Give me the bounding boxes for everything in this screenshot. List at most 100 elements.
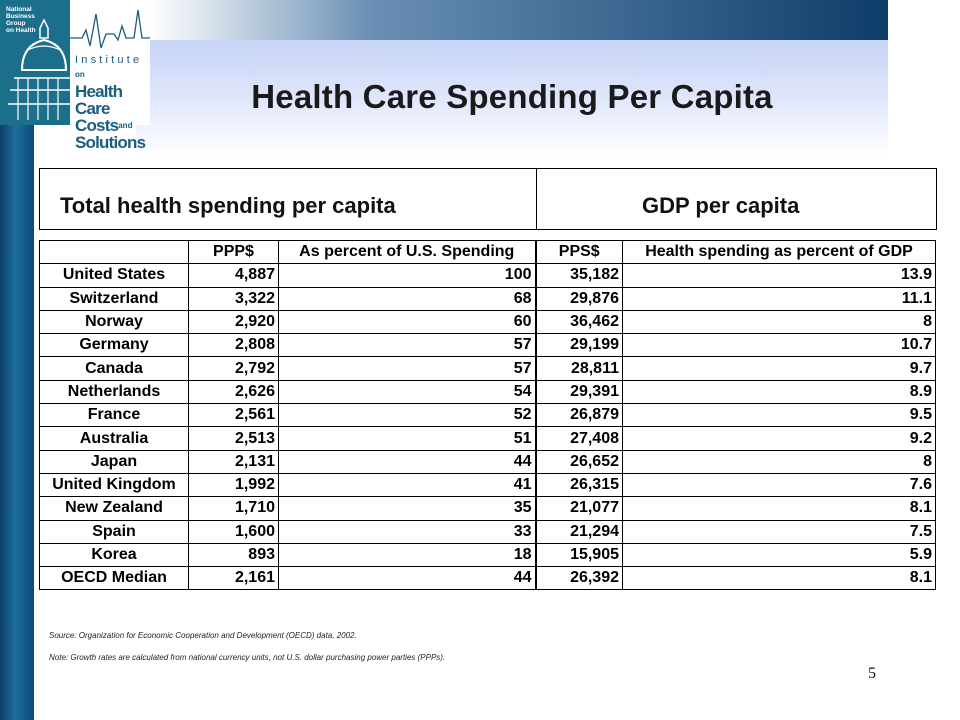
value-cell: 33 — [278, 519, 536, 544]
country-cell: France — [39, 403, 189, 428]
table-row: Norway 2,920 60 36,462 8 — [39, 309, 936, 335]
table-row: New Zealand 1,710 35 21,077 8.1 — [39, 496, 936, 521]
table-row: Germany 2,808 57 29,199 10.7 — [39, 333, 936, 358]
column-header: As percent of U.S. Spending — [278, 239, 536, 265]
health-spending-group-label: Total health spending per capita — [60, 193, 396, 218]
spending-table: PPP$ As percent of U.S. Spending PPS$ He… — [39, 239, 936, 591]
table-row: OECD Median 2,161 44 26,392 8.1 — [39, 566, 936, 591]
value-cell: 2,561 — [188, 403, 279, 428]
country-cell: Germany — [39, 333, 189, 358]
value-cell: 18 — [278, 542, 536, 568]
value-cell: 21,294 — [534, 519, 623, 544]
column-header: PPS$ — [534, 239, 623, 265]
value-cell: 2,161 — [188, 566, 279, 591]
table-row: Japan 2,131 44 26,652 8 — [39, 449, 936, 474]
value-cell: 1,710 — [188, 496, 279, 521]
value-cell: 2,131 — [188, 449, 279, 474]
value-cell: 26,315 — [534, 472, 623, 498]
country-cell: United Kingdom — [39, 472, 189, 498]
value-cell: 44 — [278, 449, 536, 474]
value-cell: 41 — [278, 472, 536, 498]
country-cell: Korea — [39, 542, 189, 568]
column-header — [39, 239, 189, 265]
table-header-row: PPP$ As percent of U.S. Spending PPS$ He… — [39, 239, 936, 265]
value-cell: 7.5 — [622, 519, 936, 544]
header-divider — [536, 169, 537, 229]
value-cell: 100 — [278, 263, 536, 288]
value-cell: 3,322 — [188, 286, 279, 311]
value-cell: 10.7 — [622, 333, 936, 358]
gdp-group-label: GDP per capita — [642, 193, 800, 218]
table-row: Korea 893 18 15,905 5.9 — [39, 542, 936, 568]
source-note: Source: Organization for Economic Cooper… — [49, 631, 357, 640]
header-gradient-band — [150, 0, 888, 40]
value-cell: 60 — [278, 309, 536, 335]
table-row: Canada 2,792 57 28,811 9.7 — [39, 356, 936, 381]
value-cell: 68 — [278, 286, 536, 311]
value-cell: 8 — [622, 449, 936, 474]
value-cell: 52 — [278, 403, 536, 428]
value-cell: 2,626 — [188, 379, 279, 405]
value-cell: 9.2 — [622, 426, 936, 451]
value-cell: 2,513 — [188, 426, 279, 451]
value-cell: 13.9 — [622, 263, 936, 288]
table-row: Switzerland 3,322 68 29,876 11.1 — [39, 286, 936, 311]
left-accent-bar — [0, 125, 34, 720]
capitol-seal-icon: National Business Group on Health — [0, 0, 70, 125]
value-cell: 29,391 — [534, 379, 623, 405]
country-cell: Canada — [39, 356, 189, 381]
value-cell: 4,887 — [188, 263, 279, 288]
value-cell: 15,905 — [534, 542, 623, 568]
value-cell: 7.6 — [622, 472, 936, 498]
country-cell: Switzerland — [39, 286, 189, 311]
value-cell: 8.1 — [622, 566, 936, 591]
value-cell: 26,652 — [534, 449, 623, 474]
value-cell: 44 — [278, 566, 536, 591]
column-header: PPP$ — [188, 239, 279, 265]
table-row: United Kingdom 1,992 41 26,315 7.6 — [39, 472, 936, 498]
table-row: Australia 2,513 51 27,408 9.2 — [39, 426, 936, 451]
country-cell: Japan — [39, 449, 189, 474]
slide-number: 5 — [868, 665, 876, 682]
column-header: Health spending as percent of GDP — [622, 239, 936, 265]
value-cell: 5.9 — [622, 542, 936, 568]
value-cell: 26,879 — [534, 403, 623, 428]
value-cell: 51 — [278, 426, 536, 451]
value-cell: 8.1 — [622, 496, 936, 521]
value-cell: 2,920 — [188, 309, 279, 335]
table-row: France 2,561 52 26,879 9.5 — [39, 403, 936, 428]
country-cell: Australia — [39, 426, 189, 451]
value-cell: 11.1 — [622, 286, 936, 311]
value-cell: 27,408 — [534, 426, 623, 451]
country-cell: New Zealand — [39, 496, 189, 521]
value-cell: 54 — [278, 379, 536, 405]
value-cell: 2,808 — [188, 333, 279, 358]
value-cell: 28,811 — [534, 356, 623, 381]
country-cell: Norway — [39, 309, 189, 335]
value-cell: 35 — [278, 496, 536, 521]
logo-text: Institute on Health Care Costsand Soluti… — [75, 54, 146, 152]
logo-org-name: National Business Group on Health — [6, 6, 36, 34]
table-row: United States 4,887 100 35,182 13.9 — [39, 263, 936, 288]
value-cell: 1,600 — [188, 519, 279, 544]
growth-note: Note: Growth rates are calculated from n… — [49, 653, 446, 662]
value-cell: 21,077 — [534, 496, 623, 521]
column-group-header: Total health spending per capita GDP per… — [39, 168, 937, 230]
page-title: Health Care Spending Per Capita — [251, 78, 773, 115]
title-band — [136, 40, 888, 155]
value-cell: 893 — [188, 542, 279, 568]
country-cell: Spain — [39, 519, 189, 544]
table-row: Netherlands 2,626 54 29,391 8.9 — [39, 379, 936, 405]
value-cell: 8.9 — [622, 379, 936, 405]
value-cell: 26,392 — [534, 566, 623, 591]
country-cell: Netherlands — [39, 379, 189, 405]
pulse-line-icon — [70, 9, 150, 49]
value-cell: 2,792 — [188, 356, 279, 381]
value-cell: 57 — [278, 333, 536, 358]
organization-logo: National Business Group on Health Instit… — [0, 0, 150, 151]
value-cell: 36,462 — [534, 309, 623, 335]
value-cell: 35,182 — [534, 263, 623, 288]
value-cell: 1,992 — [188, 472, 279, 498]
value-cell: 57 — [278, 356, 536, 381]
country-cell: United States — [39, 263, 189, 288]
